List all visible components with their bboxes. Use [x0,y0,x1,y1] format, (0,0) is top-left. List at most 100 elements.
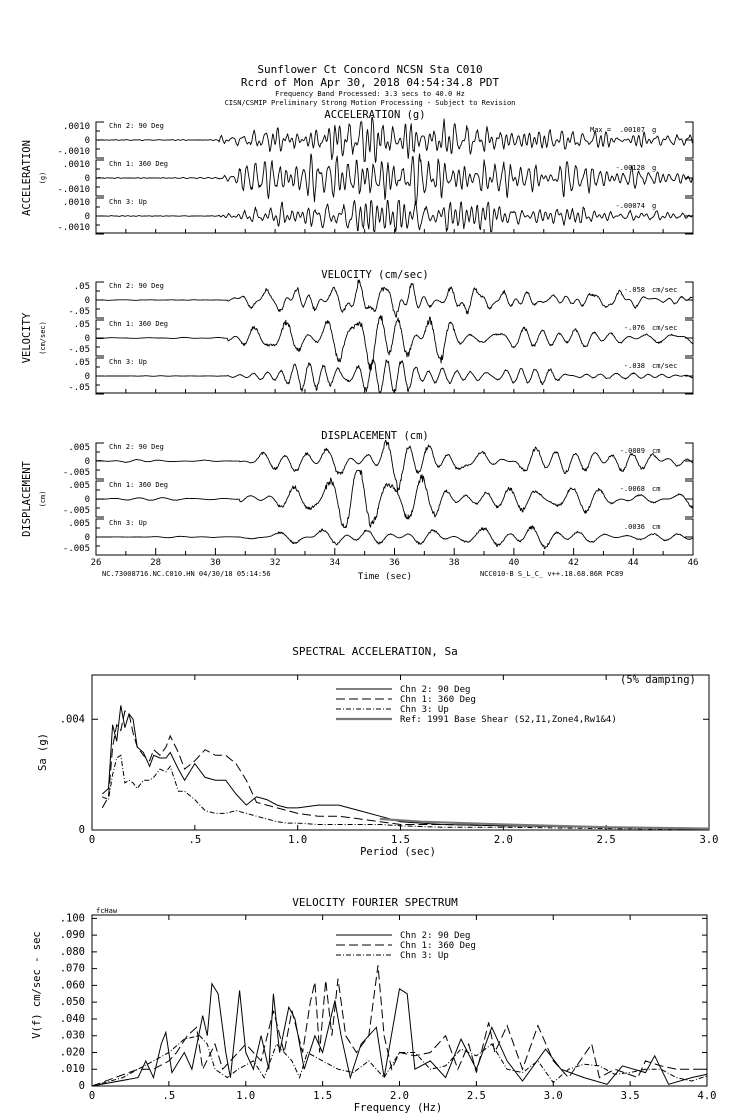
footer-left: NC.73008716.NC.C010.HN 04/30/18 05:14:56 [102,570,271,578]
x-tick-label: .5 [189,834,202,846]
y-tick-label: 0 [85,372,90,382]
peak-value: -.076 [624,324,645,332]
y-tick-label: .05 [74,282,90,292]
x-tick-label: 1.5 [391,834,410,846]
y-tick-label: .040 [60,1013,85,1025]
spectral-acceleration-chart: SPECTRAL ACCELERATION, Sa (5% damping) P… [37,645,718,858]
peak-value: .00107 [620,126,645,134]
peak-unit: cm/sec [652,362,677,370]
series-line-3 [102,754,710,830]
legend-label-1: Chn 2: 90 Deg [400,685,470,695]
y-tick-label: 0 [85,533,90,543]
channel-trace-group: .0010 0-.0010 Chn 3: Up -.00074 g [57,197,694,235]
legend-label-2: Chn 1: 360 Deg [400,695,476,705]
channel-trace-group: .05 0-.05 Chn 2: 90 Deg -.058 cm/sec [68,279,694,319]
processing-note: CISN/CSMIP Preliminary Strong Motion Pro… [225,99,516,107]
y-tick-label: .010 [60,1063,85,1075]
channel-trace-group: .0010 0-.0010 Chn 2: 90 Deg Max = .00107 g [57,117,694,163]
y-tick-label: -.005 [63,506,90,516]
x-tick-label: 2.0 [494,834,513,846]
channel-label: Chn 3: Up [109,519,147,527]
channel-trace-group: .05 0-.05 Chn 3: Up -.038 cm/sec [68,357,694,395]
legend-label-3: Chn 3: Up [400,951,449,961]
series-line-2 [91,965,707,1087]
peak-unit: cm [652,523,660,531]
section-displacement: DISPLACEMENT (cm) DISPLACEMENT (cm) .005 0 -.… [21,430,694,556]
channel-label: Chn 3: Up [109,198,147,206]
section-title: DISPLACEMENT (cm) [321,430,428,442]
waveform-trace [95,200,693,232]
waveform-trace [96,525,693,550]
section-acceleration: ACCELERATION (g)ACCELERATION (g).00100-.0… [21,109,694,235]
waveform-trace [96,359,693,393]
y-tick-label: .100 [60,912,85,924]
y-tick-label: .004 [60,713,85,725]
x-tick-label: 1.5 [313,1090,332,1102]
y-tick-label: 0 [79,1080,85,1092]
x-tick-label: 0 [89,1090,95,1102]
footer-right: NCC010-B S_L_C_ v++.18.68.86R PC89 [480,570,623,578]
y-tick-label: -.05 [68,345,90,355]
series-line-1 [91,982,708,1087]
x-tick-label: 3.0 [700,834,719,846]
y-tick-label: -.0010 [57,223,90,233]
peak-unit: cm/sec [652,286,677,294]
waveform-trace [96,279,693,318]
velocity-fourier-chart: VELOCITY FOURIER SPECTRUM fcHaw Frequenc… [31,896,716,1114]
x-tick-label: 1.0 [288,834,307,846]
peak-unit: g [652,126,656,134]
channel-label: Chn 1: 360 Deg [109,481,168,489]
peak-value: -.00074 [615,202,645,210]
waveform-trace [95,153,693,206]
peak-value: -.0068 [620,485,645,493]
time-xlabel: Time (sec) [358,572,412,582]
time-axis-footer: Time (sec) NC.73008716.NC.C010.HN 04/30/… [102,570,623,582]
right-axis [685,480,694,518]
sa-ylabel: Sa (g) [37,733,49,771]
x-tick-label: 4.0 [698,1090,717,1102]
peak-unit: cm [652,485,660,493]
time-tick-label: 28 [150,558,161,568]
channel-trace-group: .05 0-.05 Chn 1: 360 Deg -.076 cm/sec [68,314,694,371]
right-axis [685,442,694,480]
vf-ylabel: V(f) cm/sec - sec [31,931,43,1038]
section-yunit: (cm) [39,491,47,508]
y-tick-label: .070 [60,963,85,975]
y-tick-label: 0 [85,174,90,184]
time-tick-label: 34 [329,558,340,568]
series-line-4 [379,817,710,830]
time-history-panels: ACCELERATION (g)ACCELERATION (g).00100-.0… [21,109,698,568]
record-time: Rcrd of Mon Apr 30, 2018 04:54:34.8 PDT [241,76,500,89]
legend-label-1: Chn 2: 90 Deg [400,931,470,941]
peak-value: -.058 [624,286,645,294]
y-tick-label: .0010 [63,160,90,170]
y-tick-label: .020 [60,1046,85,1058]
y-tick-label: .0010 [63,122,90,132]
section-velocity: VELOCITY (cm/sec)VELOCITY (cm/sec).050-.0… [21,269,694,395]
x-tick-label: 3.0 [544,1090,563,1102]
y-tick-label: 0 [85,212,90,222]
x-tick-label: 2.5 [467,1090,486,1102]
peak-unit: g [652,164,656,172]
section-ylabel: VELOCITY [21,312,33,363]
waveform-trace [96,117,693,163]
y-tick-label: .0010 [63,198,90,208]
y-tick-label: .005 [68,481,90,491]
peak-value: -.038 [624,362,645,370]
vf-title: VELOCITY FOURIER SPECTRUM [292,896,458,909]
peak-unit: cm [652,447,660,455]
y-tick-label: .05 [74,320,90,330]
y-tick-label: .050 [60,996,85,1008]
time-tick-label: 42 [568,558,579,568]
y-tick-label: 0 [85,296,90,306]
x-tick-label: 2.0 [390,1090,409,1102]
time-tick-label: 38 [449,558,460,568]
section-yunit: (cm/sec) [39,321,47,355]
legend-label-3: Chn 3: Up [400,705,449,715]
section-ylabel: DISPLACEMENT [21,460,33,537]
waveform-trace [95,314,693,371]
channel-label: Chn 2: 90 Deg [109,282,164,290]
y-tick-label: .005 [68,519,90,529]
